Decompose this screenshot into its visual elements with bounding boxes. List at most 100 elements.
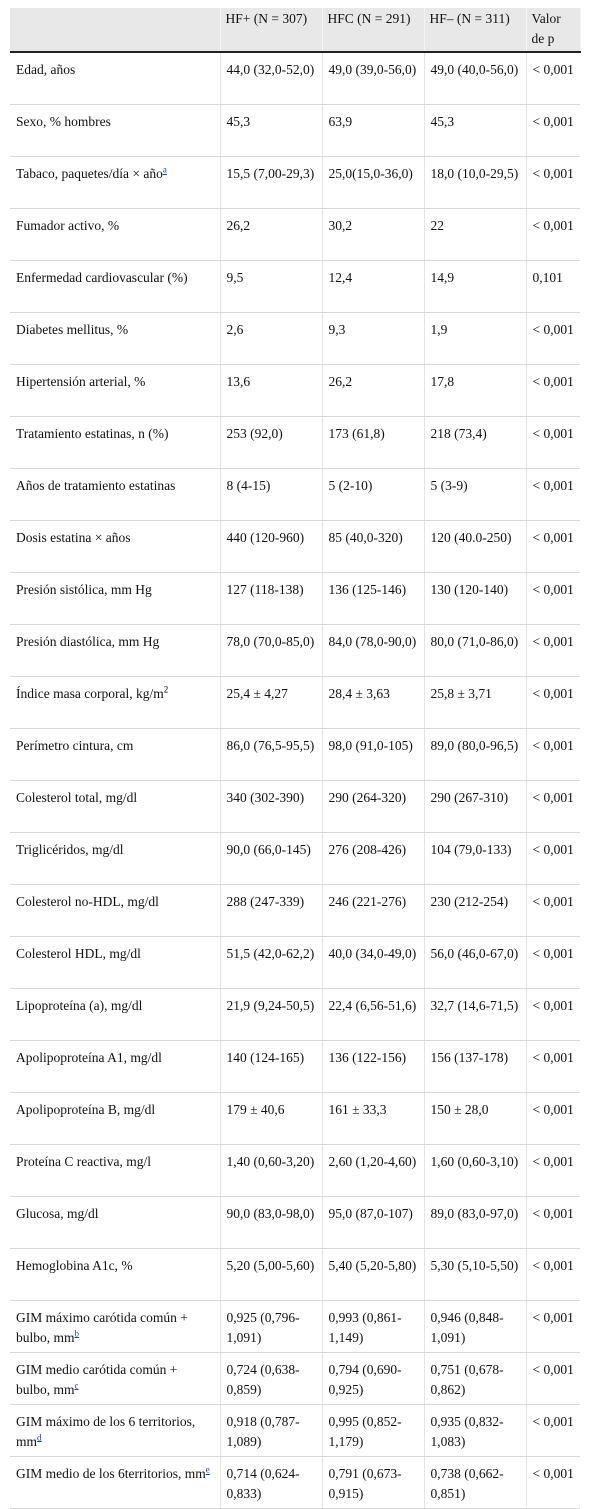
value-p-cell: 0,101 <box>526 260 580 313</box>
row-label: GIM medio de los 6territorios, mm <box>16 1466 206 1481</box>
table-row: Proteína C reactiva, mg/l 1,40 (0,60-3,20… <box>10 1144 580 1197</box>
table-row: Enfermedad cardiovascular (%) 9,5 12,4 14,9… <box>10 260 580 313</box>
value-hf-minus-cell: 45,3 <box>424 104 527 157</box>
value-hf-minus-cell: 32,7 (14,6-71,5) <box>424 988 527 1041</box>
row-label-cell: Hipertensión arterial, % <box>10 364 221 417</box>
value-hf-minus-cell: 14,9 <box>424 260 527 313</box>
value-hf-minus-cell: 0,935 (0,832-1,083) <box>424 1404 527 1457</box>
footnote-link[interactable]: e <box>205 1464 210 1475</box>
footnote-link[interactable]: c <box>74 1380 79 1390</box>
value-hfc-cell: 276 (208-426) <box>322 832 425 885</box>
value-p-cell: < 0,001 <box>526 1040 580 1093</box>
table-row: Fumador activo, % 26,2 30,2 22 < 0,001 <box>10 208 580 261</box>
value-hfc-cell: 49,0 (39,0-56,0) <box>322 52 425 105</box>
row-label-cell: Diabetes mellitus, % <box>10 312 221 365</box>
row-label-cell: Proteína C reactiva, mg/l <box>10 1144 221 1197</box>
row-label-cell: Dosis estatina × años <box>10 520 221 573</box>
value-hf-plus-cell: 0,724 (0,638-0,859) <box>220 1352 323 1405</box>
footnote-link[interactable]: b <box>74 1328 80 1338</box>
table-header: HF+ (N = 307) HFC (N = 291) HF– (N = 311… <box>10 8 581 53</box>
value-hf-plus-cell: 2,6 <box>220 312 323 365</box>
value-hfc-cell: 40,0 (34,0-49,0) <box>322 936 425 989</box>
table-row: Años de tratamiento estatinas 8 (4-15) 5 (… <box>10 468 580 521</box>
table-row: Colesterol total, mg/dl 340 (302-390) 290 … <box>10 780 580 833</box>
value-p-cell: < 0,001 <box>526 468 580 521</box>
value-p-cell: < 0,001 <box>526 104 580 157</box>
value-hf-plus-cell: 90,0 (66,0-145) <box>220 832 323 885</box>
footnote-link[interactable]: d <box>37 1432 42 1442</box>
value-hf-minus-cell: 89,0 (80,0-96,5) <box>424 728 527 781</box>
unit-superscript: 2 <box>163 684 169 695</box>
value-hf-plus-cell: 51,5 (42,0-62,2) <box>220 936 323 989</box>
row-label: Perímetro cintura, cm <box>16 738 134 753</box>
value-hfc-cell: 22,4 (6,56-51,6) <box>322 988 425 1041</box>
row-label: GIM máximo de los 6 territorios, mm <box>16 1414 196 1449</box>
value-p-cell: < 0,001 <box>526 1404 580 1457</box>
row-label-cell: Presión diastólica, mm Hg <box>10 624 221 677</box>
header-cell-hfc: HFC (N = 291) <box>322 8 425 53</box>
row-label: Colesterol no-HDL, mg/dl <box>16 894 159 909</box>
row-label-cell: Apolipoproteína B, mg/dl <box>10 1092 221 1145</box>
value-hf-plus-cell: 140 (124-165) <box>220 1040 323 1093</box>
value-hf-plus-cell: 5,20 (5,00-5,60) <box>220 1248 323 1301</box>
value-p-cell: < 0,001 <box>526 156 580 209</box>
value-hf-minus-cell: 0,946 (0,848-1,091) <box>424 1300 527 1353</box>
row-label-cell: GIM máximo de los 6 territorios, mmd <box>10 1404 221 1457</box>
value-hf-minus-cell: 130 (120-140) <box>424 572 527 625</box>
table-row: GIM máximo de los 6 territorios, mmd 0,91… <box>10 1404 580 1457</box>
row-label: GIM máximo carótida común + bulbo, mm <box>16 1310 188 1345</box>
value-hf-plus-cell: 25,4 ± 4,27 <box>220 676 323 729</box>
value-hf-minus-cell: 56,0 (46,0-67,0) <box>424 936 527 989</box>
value-hfc-cell: 290 (264-320) <box>322 780 425 833</box>
value-hfc-cell: 5,40 (5,20-5,80) <box>322 1248 425 1301</box>
value-hfc-cell: 246 (221-276) <box>322 884 425 937</box>
row-label: Presión diastólica, mm Hg <box>16 634 160 649</box>
value-p-cell: < 0,001 <box>526 1300 580 1353</box>
header-cell-variable <box>10 8 221 53</box>
row-label-cell: GIM máximo carótida común + bulbo, mmb <box>10 1300 221 1353</box>
value-hfc-cell: 0,993 (0,861-1,149) <box>322 1300 425 1353</box>
value-p-cell: < 0,001 <box>526 1092 580 1145</box>
row-label-cell: Tabaco, paquetes/día × añoa <box>10 156 221 209</box>
value-p-cell: < 0,001 <box>526 312 580 365</box>
table-row: Perímetro cintura, cm 86,0 (76,5-95,5) 98,… <box>10 728 580 781</box>
value-p-cell: < 0,001 <box>526 416 580 469</box>
table-row: Tratamiento estatinas, n (%) 253 (92,0) 17… <box>10 416 580 469</box>
row-label: Tratamiento estatinas, n (%) <box>16 426 169 441</box>
row-label: Triglicéridos, mg/dl <box>16 842 124 857</box>
value-hf-minus-cell: 80,0 (71,0-86,0) <box>424 624 527 677</box>
value-hf-plus-cell: 45,3 <box>220 104 323 157</box>
value-hf-minus-cell: 89,0 (83,0-97,0) <box>424 1196 527 1249</box>
row-label: Proteína C reactiva, mg/l <box>16 1154 151 1169</box>
table-row: Diabetes mellitus, % 2,6 9,3 1,9 < 0,001 <box>10 312 580 365</box>
value-hf-plus-cell: 90,0 (83,0-98,0) <box>220 1196 323 1249</box>
value-hf-plus-cell: 44,0 (32,0-52,0) <box>220 52 323 105</box>
value-hf-minus-cell: 0,751 (0,678-0,862) <box>424 1352 527 1405</box>
table-container: HF+ (N = 307) HFC (N = 291) HF– (N = 311… <box>10 8 581 1509</box>
value-hf-plus-cell: 440 (120-960) <box>220 520 323 573</box>
value-hfc-cell: 161 ± 33,3 <box>322 1092 425 1145</box>
value-hf-minus-cell: 5,30 (5,10-5,50) <box>424 1248 527 1301</box>
row-label: Tabaco, paquetes/día × año <box>16 166 163 181</box>
value-hfc-cell: 95,0 (87,0-107) <box>322 1196 425 1249</box>
table-row: Apolipoproteína B, mg/dl 179 ± 40,6 161 ± … <box>10 1092 580 1145</box>
footnote-link[interactable]: a <box>162 164 167 175</box>
value-hf-minus-cell: 150 ± 28,0 <box>424 1092 527 1145</box>
value-hfc-cell: 26,2 <box>322 364 425 417</box>
row-label: Lipoproteína (a), mg/dl <box>16 998 143 1013</box>
value-p-cell: < 0,001 <box>526 1196 580 1249</box>
row-label: Fumador activo, % <box>16 218 120 233</box>
row-label: Colesterol HDL, mg/dl <box>16 946 141 961</box>
value-hfc-cell: 173 (61,8) <box>322 416 425 469</box>
row-label-cell: Glucosa, mg/dl <box>10 1196 221 1249</box>
row-label-cell: Lipoproteína (a), mg/dl <box>10 988 221 1041</box>
header-cell-hf-minus: HF– (N = 311) <box>424 8 527 53</box>
table-row: Tabaco, paquetes/día × añoa 15,5 (7,00-29… <box>10 156 580 209</box>
row-label: Años de tratamiento estatinas <box>16 478 176 493</box>
row-label-cell: Perímetro cintura, cm <box>10 728 221 781</box>
value-p-cell: < 0,001 <box>526 364 580 417</box>
value-p-cell: < 0,001 <box>526 884 580 937</box>
value-hfc-cell: 98,0 (91,0-105) <box>322 728 425 781</box>
value-p-cell: < 0,001 <box>526 780 580 833</box>
value-p-cell: < 0,001 <box>526 1352 580 1405</box>
